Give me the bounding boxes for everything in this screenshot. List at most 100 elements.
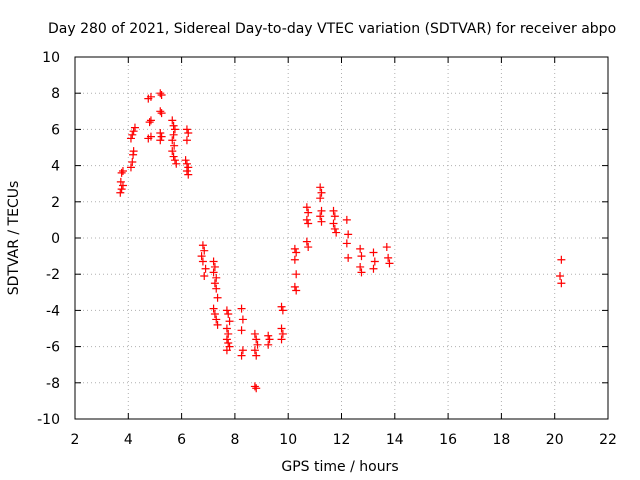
y-axis-label: SDTVAR / TECUs [6,181,22,296]
data-point [342,239,351,248]
data-point [182,136,191,145]
data-point [213,293,222,302]
data-point [182,159,191,168]
data-points [116,89,566,393]
data-point [129,147,138,156]
data-point [237,304,246,313]
data-point [292,286,301,295]
data-point [146,132,155,141]
y-tick-label: 8 [51,86,60,102]
data-point [222,306,231,315]
data-point [198,241,207,250]
data-point [128,157,137,166]
data-point [290,282,299,291]
x-tick-label: 12 [333,432,351,448]
x-tick-label: 4 [124,432,133,448]
chart-title: Day 280 of 2021, Sidereal Day-to-day VTE… [48,21,616,37]
data-point [168,136,177,145]
data-point [168,116,177,125]
data-point [330,212,339,221]
data-point [157,91,166,100]
data-point [209,304,218,313]
data-point [222,324,231,333]
x-tick-label: 8 [230,432,239,448]
data-point [157,132,166,141]
data-point [250,346,259,355]
data-point [252,335,261,344]
data-point [250,329,259,338]
data-point [264,331,273,340]
y-tick-label: 6 [51,122,60,138]
data-point [292,248,301,257]
data-point [156,107,165,116]
data-point [116,177,125,186]
x-tick-label: 20 [546,432,564,448]
data-point [128,130,137,139]
data-point [304,208,313,217]
data-point [182,125,191,134]
data-point [116,188,125,197]
data-point [209,268,218,277]
x-tick-labels: 2 4 6 8 10 12 14 16 18 20 22 [71,432,617,448]
data-point [184,129,193,138]
data-point [118,167,127,176]
data-point [209,257,218,266]
data-point [329,219,338,228]
data-point [332,228,341,237]
data-point [304,219,313,228]
data-point [557,255,566,264]
data-point [278,306,287,315]
data-point [382,243,391,252]
data-point [344,230,353,239]
data-point [145,118,154,127]
y-tick-labels: -10 -8 -6 -4 -2 0 2 4 6 8 10 [37,50,60,428]
data-point [317,206,326,215]
x-tick-label: 16 [439,432,457,448]
x-tick-label: 14 [386,432,404,448]
data-point [316,183,325,192]
data-point [277,324,286,333]
y-tick-label: -2 [46,267,60,283]
data-point [222,335,231,344]
data-point [181,156,190,165]
data-point [277,302,286,311]
data-point [369,248,378,257]
data-point [117,168,126,177]
data-point [329,206,338,215]
data-point [129,127,138,136]
data-point [278,329,287,338]
data-point [237,326,246,335]
data-point [385,259,394,268]
data-point [156,89,165,98]
data-point [222,346,231,355]
data-point [384,253,393,262]
x-tick-label: 2 [71,432,80,448]
data-point [265,335,274,344]
data-point [146,92,155,101]
data-point [252,351,261,360]
x-tick-label: 6 [177,432,186,448]
data-point [184,170,193,179]
data-point [252,384,261,393]
data-point [304,243,313,252]
y-tick-label: 4 [51,159,60,175]
data-point [169,121,178,130]
data-point [197,252,206,261]
data-point [168,147,177,156]
data-point [302,237,311,246]
data-point [200,272,209,281]
axis-ticks [74,56,609,420]
x-tick-label: 18 [492,432,510,448]
y-tick-label: -4 [46,303,60,319]
data-point [172,159,181,168]
data-point [316,194,325,203]
data-point [356,244,365,253]
data-point [213,320,222,329]
data-point [182,167,191,176]
data-point [238,315,247,324]
y-tick-label: -10 [37,412,60,428]
data-point [210,262,219,271]
data-point [370,257,379,266]
data-point [146,116,155,125]
